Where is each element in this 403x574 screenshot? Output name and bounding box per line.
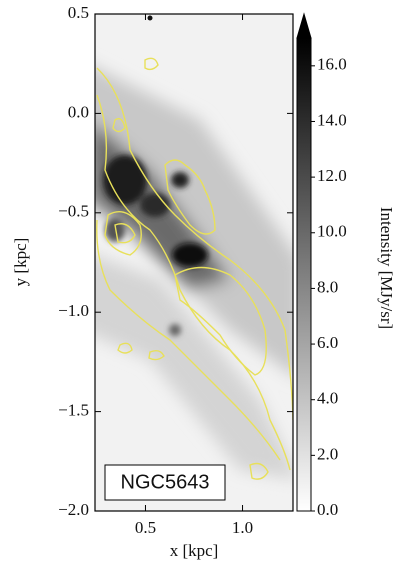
y-tick-label: 0.0 [68, 102, 89, 121]
contours [96, 57, 293, 480]
image [95, 14, 293, 511]
annotation-box [104, 464, 226, 501]
colorbar-tick-label: 16.0 [317, 55, 347, 74]
x-tick-label: 0.5 [135, 518, 156, 537]
colorbar-tick-label: 2.0 [317, 444, 338, 463]
colorbar-tick-label: 0.0 [317, 500, 338, 519]
colorbar-extend [296, 12, 312, 39]
colorbar [296, 37, 312, 512]
colorbar-tick-label: 14.0 [317, 110, 347, 129]
colorbar-label: Intensity [MJy/sr] [377, 207, 396, 329]
y-tick-label: −2.0 [58, 500, 89, 519]
colorbar-tick-label: 6.0 [317, 333, 338, 352]
annotation: NGC5643 [121, 471, 210, 493]
colorbar-tick-label: 8.0 [317, 277, 338, 296]
x-axis-label: x [kpc] [170, 541, 219, 560]
y-tick-label: −1.0 [58, 301, 89, 320]
colorbar-tick-label: 12.0 [317, 166, 347, 185]
x-tick-label: 1.0 [232, 518, 253, 537]
y-axis-label: y [kpc] [11, 238, 30, 287]
colorbar-tick-label: 10.0 [317, 222, 347, 241]
colorbar-tick-label: 4.0 [317, 389, 338, 408]
y-tick-label: 0.5 [68, 3, 89, 22]
plot-frame [94, 13, 294, 512]
y-tick-label: −0.5 [58, 202, 89, 221]
y-tick-label: −1.5 [58, 401, 89, 420]
